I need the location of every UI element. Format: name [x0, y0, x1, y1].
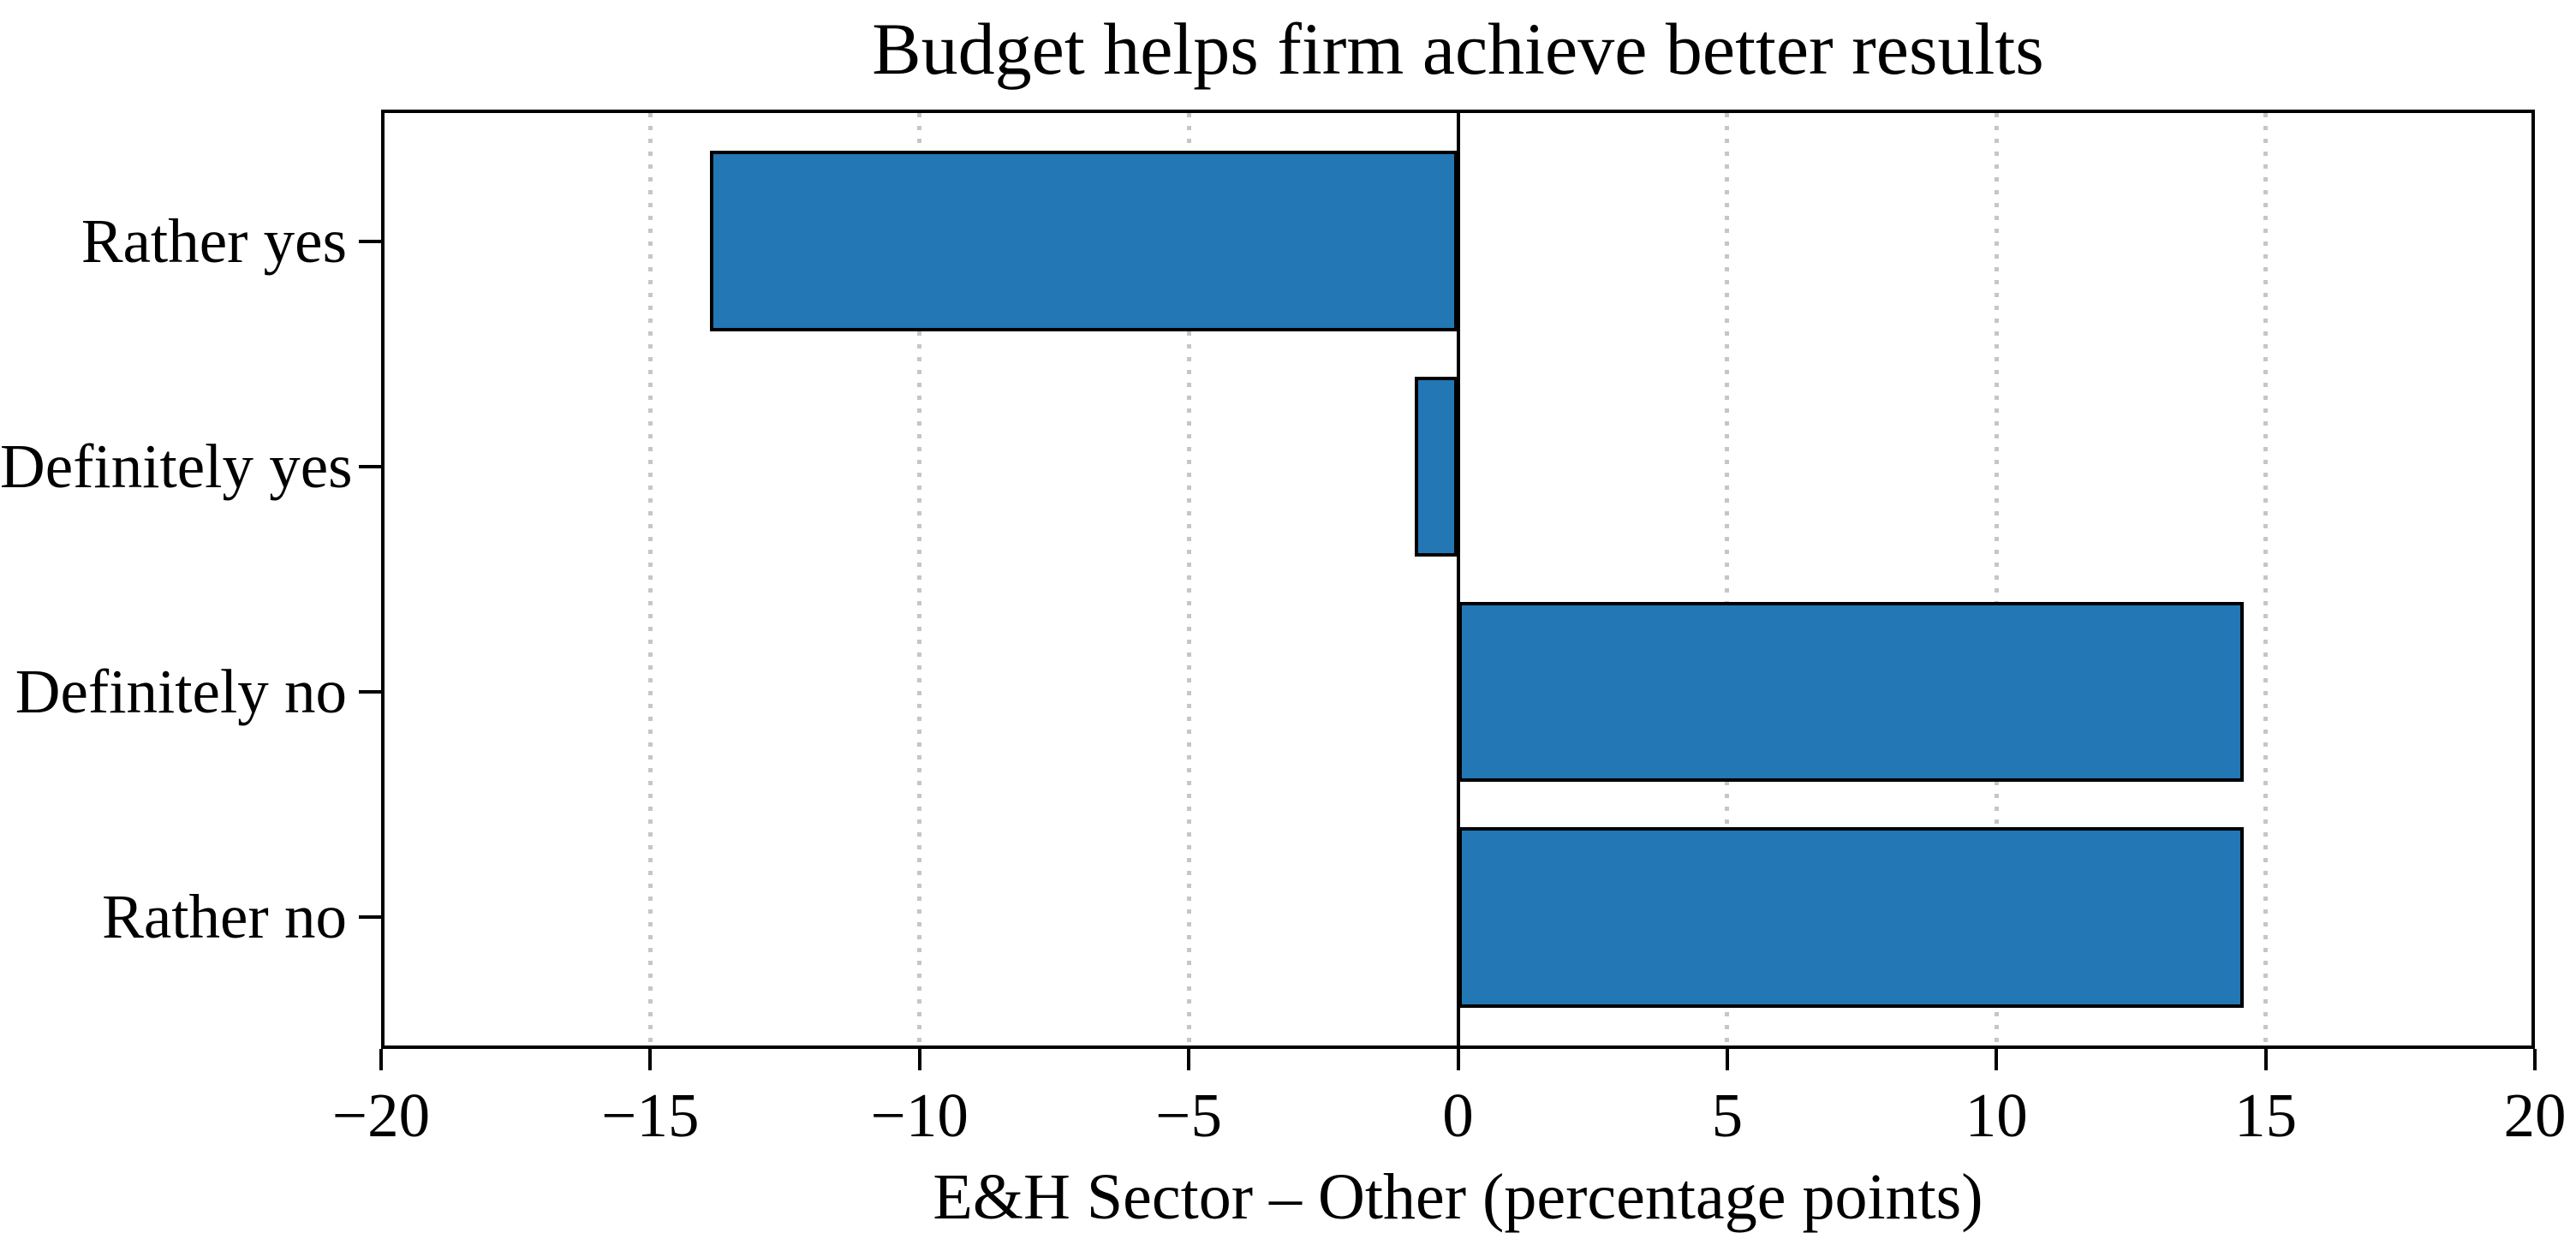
x-tick-label-20: 20 [2503, 1081, 2567, 1150]
bar-rather-yes [709, 151, 1458, 331]
x-tick--15 [648, 1049, 653, 1070]
plot-area [381, 110, 2535, 1049]
grid-line-10 [1994, 113, 1999, 1045]
y-tick-label-definitely-no: Definitely no [15, 657, 347, 727]
x-tick-label--20: −20 [331, 1081, 431, 1150]
x-tick-label--15: −15 [601, 1081, 700, 1150]
x-tick-label--10: −10 [870, 1081, 969, 1150]
grid-line--10 [917, 113, 922, 1045]
bar-definitely-no [1458, 601, 2245, 783]
grid-line-5 [1725, 113, 1730, 1045]
x-tick--10 [917, 1049, 921, 1070]
grid-line--15 [647, 113, 653, 1045]
x-axis-label: E&H Sector – Other (percentage points) [933, 1161, 1983, 1233]
y-tick-label-definitely-yes: Definitely yes [0, 431, 353, 501]
x-tick-5 [1725, 1049, 1729, 1070]
bar-rather-no [1458, 827, 2245, 1008]
grid-line-15 [2263, 113, 2269, 1045]
zero-line [1456, 113, 1460, 1045]
x-tick-label--5: −5 [1155, 1081, 1222, 1150]
x-tick-15 [2263, 1049, 2268, 1070]
y-tick-rather-yes [359, 239, 381, 243]
y-tick-label-rather-yes: Rather yes [80, 206, 347, 276]
y-tick-label-rather-no: Rather no [102, 882, 347, 952]
x-tick-label-0: 0 [1442, 1081, 1474, 1150]
grid-line--5 [1186, 113, 1191, 1045]
chart-title: Budget helps firm achieve better results [872, 8, 2044, 90]
x-tick--5 [1187, 1049, 1191, 1070]
x-tick-label-5: 5 [1711, 1081, 1744, 1150]
y-tick-definitely-no [359, 690, 381, 694]
bar-definitely-yes [1415, 376, 1458, 557]
y-tick-definitely-yes [359, 464, 381, 468]
x-tick-10 [1995, 1049, 1999, 1070]
x-tick-label-10: 10 [1965, 1081, 2028, 1150]
x-tick-20 [2533, 1049, 2537, 1070]
y-tick-rather-no [359, 915, 381, 920]
x-tick-0 [1456, 1049, 1460, 1070]
x-tick-label-15: 15 [2234, 1081, 2298, 1150]
x-tick--20 [379, 1049, 383, 1070]
